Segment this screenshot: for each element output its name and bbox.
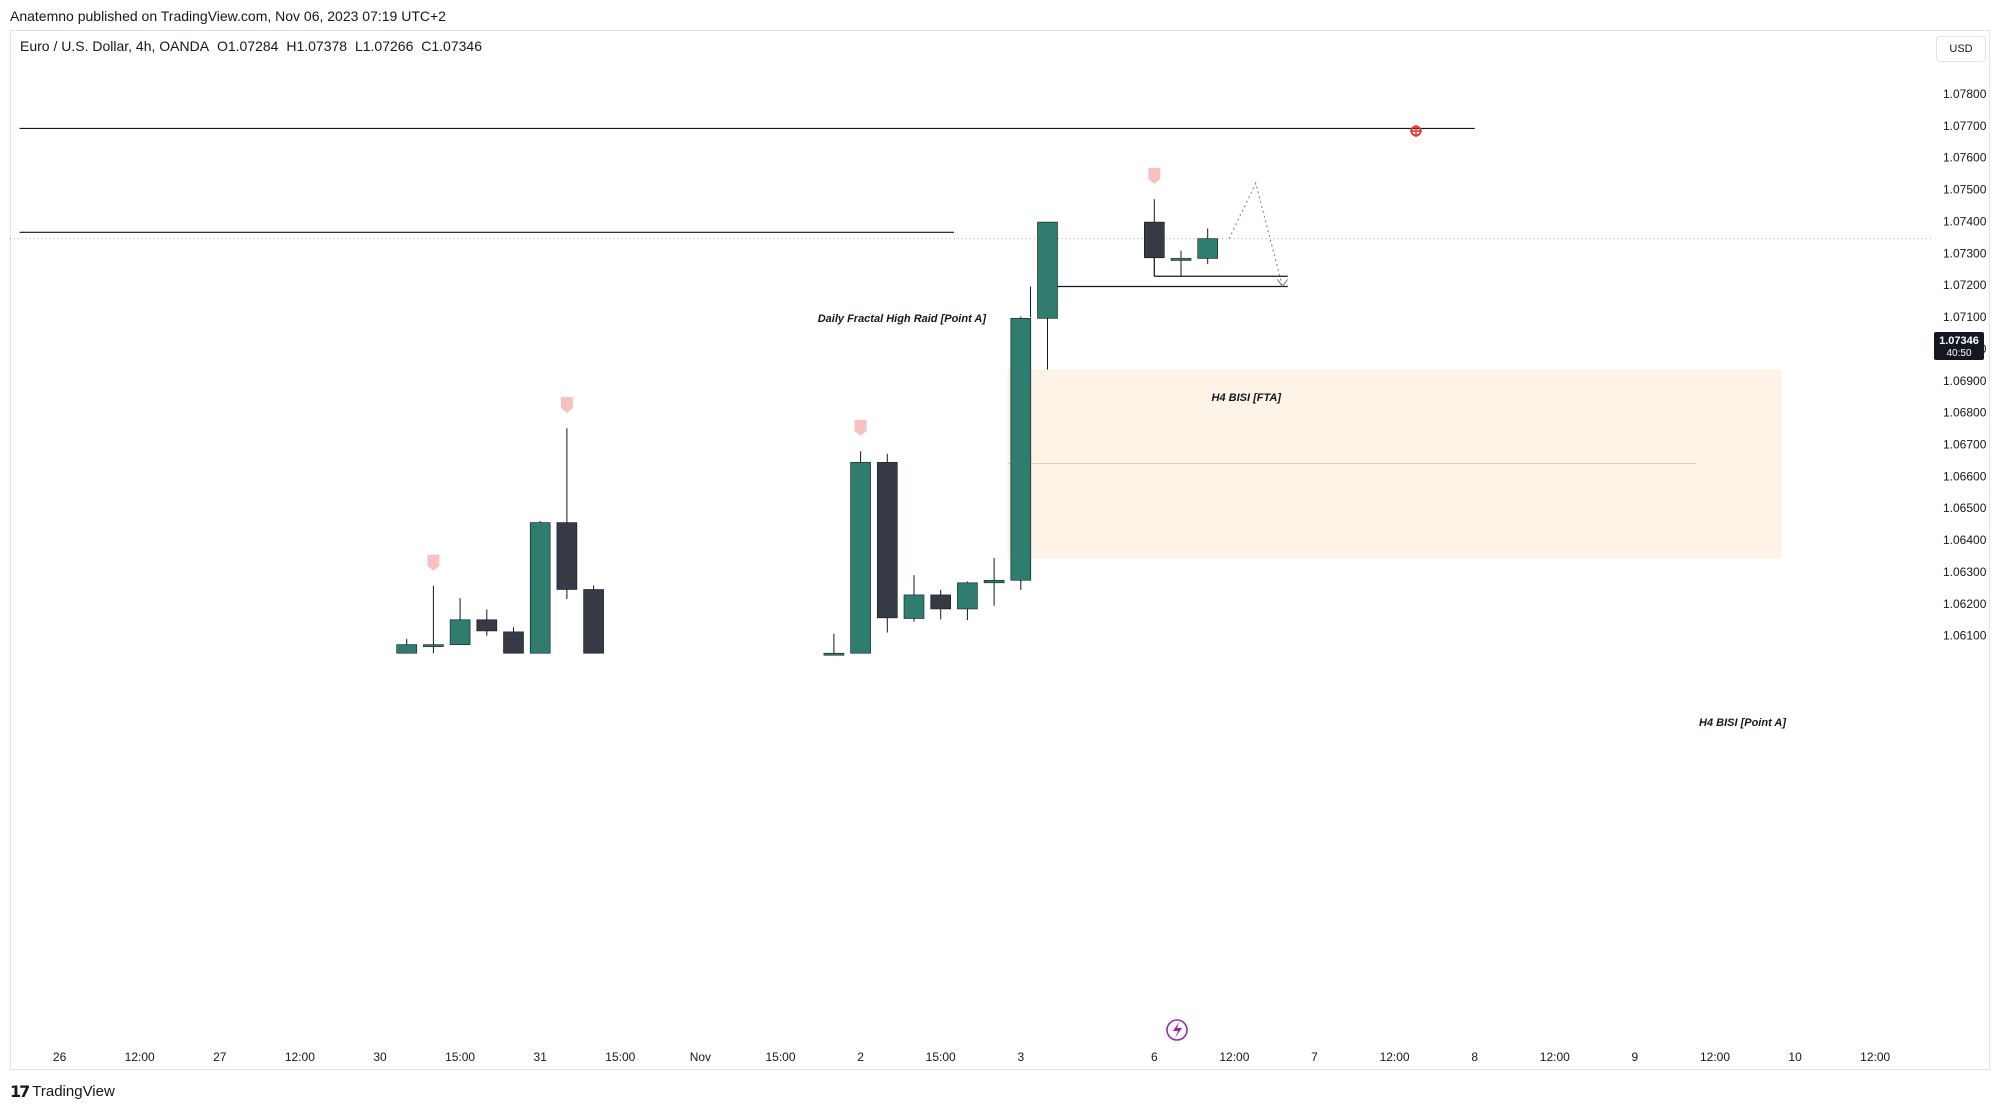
time-tick-label: 15:00 <box>765 1050 795 1064</box>
tradingview-logo-icon: 17 <box>10 1082 30 1101</box>
fractal-marker <box>1148 167 1161 184</box>
last-price-value: 1.07346 <box>1939 335 1979 347</box>
price-tick-label: 1.06700 <box>1943 438 1987 452</box>
time-tick-label: 12:00 <box>1219 1050 1249 1064</box>
time-tick-label: Nov <box>690 1050 711 1064</box>
price-tick-label: 1.06200 <box>1943 597 1987 611</box>
candle-body <box>503 631 524 654</box>
publisher-caption: Anatemno published on TradingView.com, N… <box>10 8 446 24</box>
price-tick-label: 1.07500 <box>1943 183 1987 197</box>
price-tick-label: 1.07300 <box>1943 246 1987 260</box>
price-tick-label: 1.06300 <box>1943 565 1987 579</box>
time-tick-label: 3 <box>1017 1050 1024 1064</box>
price-tick-label: 1.07600 <box>1943 151 1987 165</box>
price-tick-label: 1.07400 <box>1943 214 1987 228</box>
time-tick-label: 12:00 <box>1380 1050 1410 1064</box>
candle-body <box>930 594 952 610</box>
candle-body <box>556 522 578 590</box>
symbol-name[interactable]: Euro / U.S. Dollar, 4h, OANDA <box>20 38 210 54</box>
alert-target-icon[interactable] <box>1410 125 1422 137</box>
candle-body <box>1144 221 1165 259</box>
time-tick-label: 7 <box>1311 1050 1318 1064</box>
time-tick-label: 10 <box>1788 1050 1802 1064</box>
horizontal-lines-layer <box>10 127 1934 318</box>
candle-body <box>876 462 898 619</box>
currency-button[interactable]: USD <box>1936 36 1986 62</box>
bisi-zone-layer <box>1007 369 1782 559</box>
symbol-legend[interactable]: Euro / U.S. Dollar, 4h, OANDA O1.07284 H… <box>20 38 486 54</box>
price-tick-label: 1.07700 <box>1943 119 1987 133</box>
projection-arrowhead <box>1277 279 1288 288</box>
price-tick-label: 1.06900 <box>1943 374 1987 388</box>
candle-body <box>983 579 1005 584</box>
time-tick-label: 15:00 <box>605 1050 635 1064</box>
time-axis[interactable]: 26 12:00 27 12:00 30 15:00 31 15:00 Nov 15:00 2 15:… <box>53 1050 1891 1064</box>
fractal-marker <box>427 554 440 571</box>
time-tick-label: 15:00 <box>926 1050 956 1064</box>
price-tick-label: 1.06800 <box>1943 406 1987 420</box>
time-tick-label: 26 <box>53 1050 67 1064</box>
ohlc-low: L1.07266 <box>354 38 414 54</box>
candles-layer <box>396 199 1218 656</box>
countdown-value: 40:50 <box>1946 348 1971 359</box>
time-tick-label: 9 <box>1632 1050 1639 1064</box>
price-tick-label: 1.06100 <box>1943 629 1987 643</box>
price-tick-label: 1.07800 <box>1943 87 1987 101</box>
annotation-layer: Daily Fractal High Raid [Point A] H4 BIS… <box>818 313 1787 729</box>
chart-pane[interactable] <box>10 30 1990 1070</box>
time-tick-label: 27 <box>213 1050 227 1064</box>
candle-body <box>1010 318 1032 581</box>
time-tick-label: 31 <box>534 1050 548 1064</box>
h4-bisi-point-a-label[interactable]: H4 BISI [Point A] <box>1699 717 1786 729</box>
price-tick-label: 1.06500 <box>1943 501 1987 515</box>
h4-bisi-fta-label[interactable]: H4 BISI [FTA] <box>1212 392 1282 404</box>
candle-body <box>823 652 845 656</box>
ohlc-open: O1.07284 <box>216 38 279 54</box>
price-tick-label: 1.07200 <box>1943 278 1987 292</box>
tradingview-logo-text: TradingView <box>32 1083 115 1100</box>
time-tick-label: 12:00 <box>1540 1050 1570 1064</box>
time-tick-label: 2 <box>857 1050 864 1064</box>
time-tick-label: 8 <box>1471 1050 1478 1064</box>
time-tick-label: 15:00 <box>445 1050 475 1064</box>
fractal-marker <box>560 396 573 413</box>
candle-body <box>1037 221 1058 319</box>
price-tick-label: 1.07100 <box>1943 310 1987 324</box>
time-tick-label: 12:00 <box>285 1050 315 1064</box>
candle-body <box>529 522 551 654</box>
ohlc-high: H1.07378 <box>286 38 348 54</box>
last-price-tag: 1.07346 40:50 <box>1934 332 1984 360</box>
candle-body <box>850 462 871 654</box>
price-tick-label: 1.06600 <box>1943 469 1987 483</box>
fractal-marker <box>854 419 867 436</box>
tradingview-logo[interactable]: 17 TradingView <box>10 1082 115 1101</box>
projection-layer <box>1228 181 1288 288</box>
lightning-icon[interactable] <box>1166 1019 1188 1041</box>
price-tick-label: 1.06400 <box>1943 533 1987 547</box>
time-tick-label: 12:00 <box>1700 1050 1730 1064</box>
time-tick-label: 12:00 <box>125 1050 155 1064</box>
time-tick-label: 12:00 <box>1860 1050 1890 1064</box>
time-tick-label: 30 <box>373 1050 387 1064</box>
candle-body <box>1170 258 1192 261</box>
candle-body <box>396 644 418 654</box>
daily-fractal-label[interactable]: Daily Fractal High Raid [Point A] <box>818 313 987 325</box>
candle-body <box>583 589 604 654</box>
time-tick-label: 6 <box>1151 1050 1158 1064</box>
projection-path <box>1228 181 1283 287</box>
fractal-markers-layer <box>427 167 1161 571</box>
candle-body <box>903 594 925 619</box>
candle-body <box>957 582 978 610</box>
candle-body <box>476 619 498 632</box>
candle-body <box>423 644 444 647</box>
price-axis[interactable]: 1.07800 1.07700 1.07600 1.07500 1.07400 1.073… <box>1943 87 1987 643</box>
candle-body <box>449 619 471 645</box>
candle-body <box>1197 238 1218 259</box>
ohlc-close: C1.07346 <box>421 38 482 54</box>
